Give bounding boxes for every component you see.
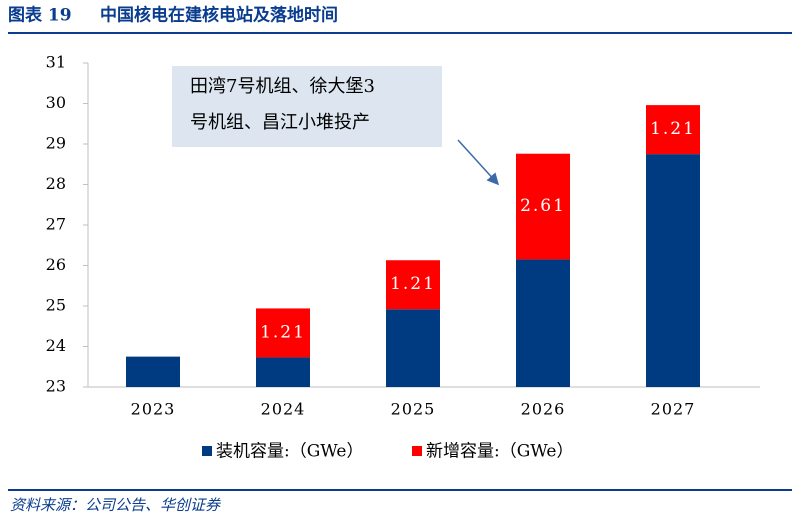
annotation-arrow xyxy=(457,139,500,186)
x-tick-label: 2026 xyxy=(521,400,566,419)
legend-label: 装机容量:（GWe） xyxy=(216,442,363,462)
y-tick-label: 25 xyxy=(46,296,66,315)
bar-segment xyxy=(256,357,310,387)
annotation: 田湾7号机组、徐大堡3 xyxy=(190,76,375,97)
data-label: 1.21 xyxy=(650,119,696,139)
y-tick-label: 29 xyxy=(46,134,66,153)
y-tick-label: 26 xyxy=(46,255,66,274)
legend-label: 新增容量:（GWe） xyxy=(426,442,573,462)
bar-segment xyxy=(386,309,440,387)
source: 资料来源：公司公告、华创证券 xyxy=(10,496,221,514)
legend-swatch xyxy=(412,446,422,456)
y-tick-label: 31 xyxy=(46,53,66,72)
y-tick-label: 28 xyxy=(46,174,66,193)
bar-segment xyxy=(256,308,310,358)
bar-segment xyxy=(646,105,700,155)
y-tick-label: 23 xyxy=(46,377,66,396)
y-tick-label: 24 xyxy=(46,336,66,355)
figure-number: 图表 19 xyxy=(8,5,72,26)
bar-segment xyxy=(516,259,570,387)
bar-segment xyxy=(646,154,700,387)
annotation: 号机组、昌江小堆投产 xyxy=(190,112,370,133)
y-tick-label: 27 xyxy=(46,215,66,234)
x-tick-label: 2024 xyxy=(261,400,306,419)
chart-title: 中国核电在建核电站及落地时间 xyxy=(100,5,338,26)
bar-segment xyxy=(126,356,180,387)
annotation-box xyxy=(172,66,442,147)
data-label: 2.61 xyxy=(520,196,566,216)
legend-swatch xyxy=(202,446,212,456)
data-label: 1.21 xyxy=(390,274,436,294)
data-label: 1.21 xyxy=(260,322,306,342)
x-tick-label: 2023 xyxy=(131,400,176,419)
bar-segment xyxy=(386,260,440,310)
bar-segment xyxy=(516,153,570,260)
x-tick-label: 2027 xyxy=(651,400,696,419)
y-tick-label: 30 xyxy=(46,93,66,112)
x-tick-label: 2025 xyxy=(391,400,436,419)
